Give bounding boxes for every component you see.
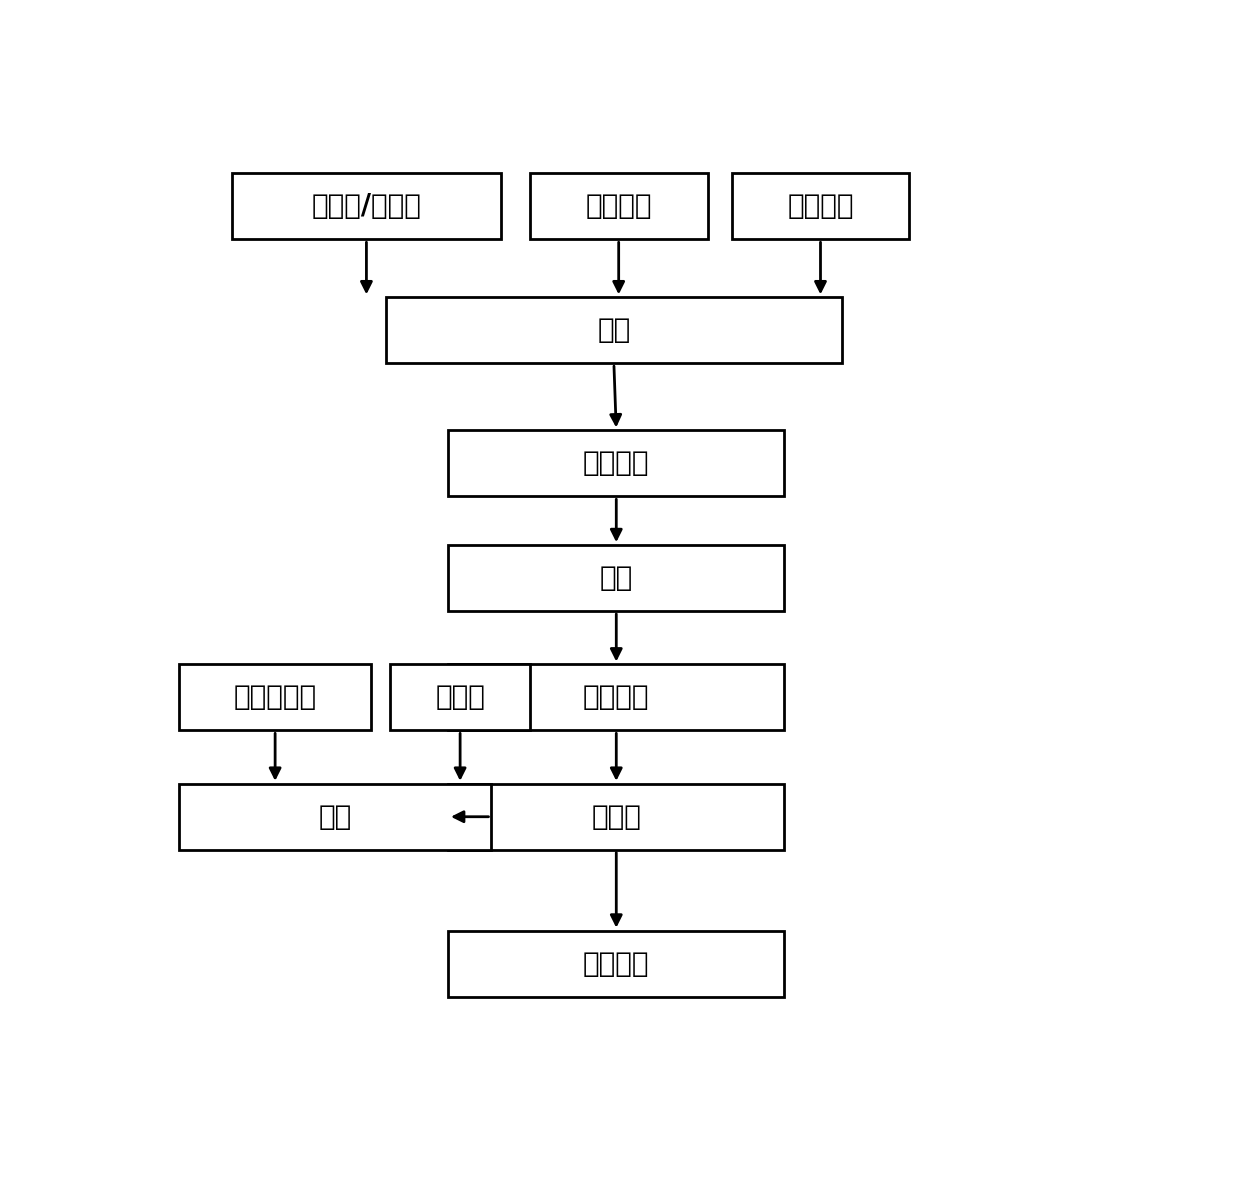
Bar: [529, 173, 708, 240]
Bar: [448, 664, 785, 731]
Text: 活性物质: 活性物质: [585, 192, 652, 221]
Bar: [232, 173, 501, 240]
Bar: [179, 664, 371, 731]
Text: 膜片注塑: 膜片注塑: [583, 449, 650, 477]
Bar: [179, 783, 491, 850]
Bar: [448, 783, 785, 850]
Text: 热复合: 热复合: [591, 802, 641, 831]
Bar: [448, 430, 785, 496]
Bar: [448, 545, 785, 611]
Text: 模切排料: 模切排料: [583, 950, 650, 977]
Bar: [386, 297, 842, 364]
Text: 造粒: 造粒: [598, 316, 630, 344]
Text: 辅助物质: 辅助物质: [787, 192, 854, 221]
Bar: [391, 664, 529, 731]
Text: 印刷: 印刷: [319, 802, 352, 831]
Bar: [732, 173, 909, 240]
Text: 硫化: 硫化: [600, 564, 632, 592]
Text: 中间支撑体: 中间支撑体: [233, 683, 316, 712]
Text: 塑化剂/润湿剂: 塑化剂/润湿剂: [311, 192, 422, 221]
Text: 热敏胶: 热敏胶: [435, 683, 485, 712]
Bar: [448, 931, 785, 997]
Text: 冷扎成型: 冷扎成型: [583, 683, 650, 712]
